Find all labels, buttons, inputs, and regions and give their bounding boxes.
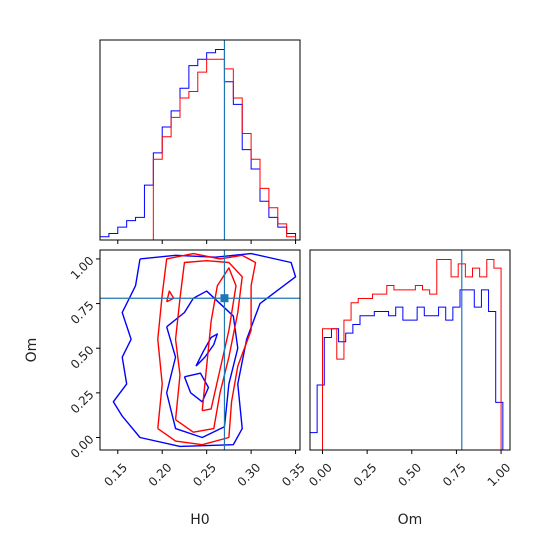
truth-point-marker bbox=[220, 294, 229, 303]
om-histogram-series-0 bbox=[309, 289, 504, 450]
contour-series-0-level-2 bbox=[183, 372, 210, 403]
h0-marginal-ticks bbox=[117, 240, 297, 244]
contour-series-0-level-0 bbox=[112, 252, 297, 448]
contour-series-1-level-3 bbox=[165, 290, 175, 303]
h0-marginal-frame bbox=[99, 39, 301, 241]
x-axis-title-h0: H0 bbox=[190, 512, 209, 528]
h0-histogram-series-0 bbox=[99, 49, 297, 240]
contour-series-1-level-1 bbox=[174, 260, 243, 433]
joint-frame bbox=[99, 249, 301, 451]
contour-series-1-level-0 bbox=[157, 252, 257, 446]
h0-marginal-panel bbox=[99, 39, 301, 244]
contour-series-0-level-1 bbox=[165, 290, 239, 439]
y-axis-title-om: Om bbox=[24, 338, 40, 363]
contour-series-1-level-2 bbox=[201, 267, 237, 412]
x-axis-title-om: Om bbox=[398, 512, 423, 528]
contour-series bbox=[112, 252, 297, 448]
om-marginal-frame bbox=[309, 249, 511, 451]
om-histogram-series-1 bbox=[322, 259, 502, 450]
contour-series-0-level-3 bbox=[195, 333, 219, 367]
joint-panel: 0.15 0.20 0.25 0.30 0.35 0.000.250.500.751.0… bbox=[24, 249, 308, 528]
om-histogram-series bbox=[309, 259, 504, 450]
